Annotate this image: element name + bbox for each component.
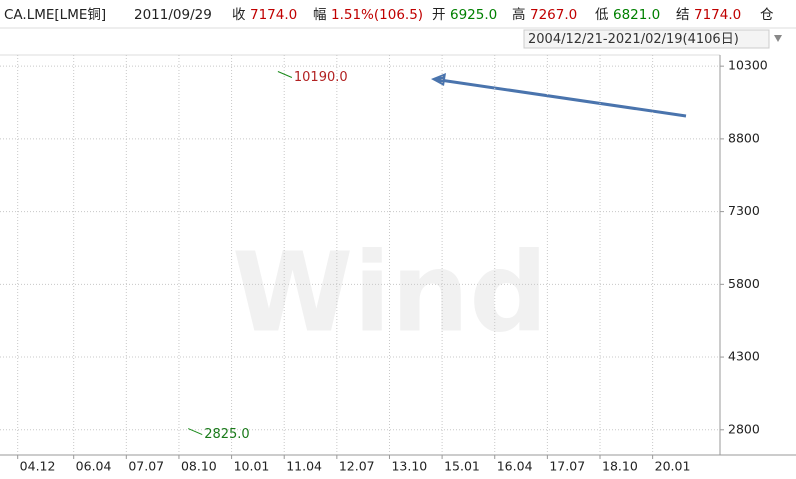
- header-item: 6925.0: [450, 7, 497, 23]
- x-tick-label: 06.04: [76, 459, 112, 474]
- range-box[interactable]: [523, 29, 770, 49]
- header-item: 7174.0: [694, 7, 741, 23]
- x-tick-label: 20.01: [655, 459, 691, 474]
- x-tick-label: 04.12: [20, 459, 56, 474]
- x-tick-label: 16.04: [497, 459, 533, 474]
- x-tick-label: 11.04: [286, 459, 322, 474]
- annotation: 10190.0: [294, 70, 348, 85]
- header-item: 低: [595, 7, 609, 23]
- x-tick-label: 18.10: [602, 459, 638, 474]
- annotation: 2825.0: [204, 427, 250, 442]
- y-tick-label: 8800: [728, 130, 760, 145]
- header-item: 6821.0: [613, 7, 660, 23]
- y-tick-label: 5800: [728, 276, 760, 291]
- header-item: 结: [676, 7, 690, 23]
- header-item: 仓: [760, 7, 774, 23]
- watermark: Wind: [232, 228, 548, 356]
- header-item: 开: [432, 7, 446, 23]
- header-item: 7174.0: [250, 7, 297, 23]
- header-item: 1.51%(106.5): [331, 7, 423, 23]
- x-tick-label: 08.10: [181, 459, 217, 474]
- header-item: 2011/09/29: [134, 7, 212, 23]
- x-tick-label: 17.07: [549, 459, 585, 474]
- x-tick-label: 13.10: [391, 459, 427, 474]
- x-tick-label: 07.07: [128, 459, 164, 474]
- y-tick-label: 7300: [728, 203, 760, 218]
- header-item: 高: [512, 6, 526, 23]
- x-tick-label: 12.07: [339, 459, 375, 474]
- header-item: 7267.0: [530, 7, 577, 23]
- header-item: CA.LME[LME铜]: [4, 7, 106, 23]
- y-tick-label: 2800: [728, 421, 760, 436]
- header-item: 收: [232, 7, 246, 23]
- header-item: 幅: [313, 7, 327, 23]
- annotation-leader: [188, 428, 203, 436]
- y-tick-label: 4300: [728, 349, 760, 364]
- dropdown-icon[interactable]: [774, 35, 782, 42]
- annotation-leader: [277, 71, 293, 78]
- date-range: 2004/12/21-2021/02/19(4106日): [528, 32, 739, 47]
- y-tick-label: 10300: [728, 58, 768, 73]
- x-tick-label: 10.01: [234, 459, 270, 474]
- x-tick-label: 15.01: [444, 459, 480, 474]
